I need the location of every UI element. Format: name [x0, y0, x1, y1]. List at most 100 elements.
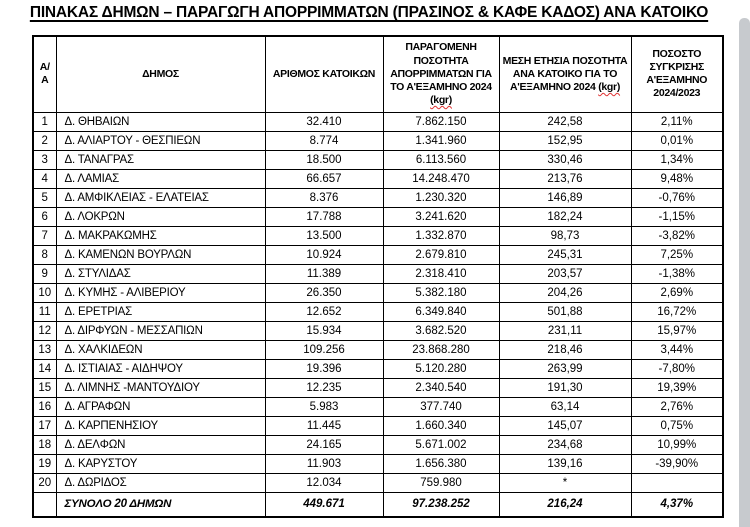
table-row: 17 Δ. ΚΑΡΠΕΝΗΣΙΟΥ 11.445 1.660.340 145,07 0,7…	[32, 415, 724, 436]
cell-comparison: -3,82%	[630, 225, 724, 246]
header-per-capita-unit: (kgr)	[598, 80, 621, 93]
cell-per-capita: 152,95	[498, 130, 632, 151]
cell-municipality: Δ. ΚΥΜΗΣ - ΑΛΙΒΕΡΙΟΥ	[55, 282, 266, 303]
table-row: 8 Δ. ΚΑΜΕΝΩΝ ΒΟΥΡΛΩΝ 10.924 2.679.810 245,31…	[32, 244, 724, 265]
table-row: 18 Δ. ΔΕΛΦΩΝ 24.165 5.671.002 234,68 10,99%	[32, 434, 724, 455]
cell-municipality: Δ. ΛΟΚΡΩΝ	[55, 206, 266, 227]
cell-aa: 9	[32, 263, 57, 284]
cell-quantity: 2.340.540	[382, 377, 500, 398]
cell-comparison: 19,39%	[630, 377, 724, 398]
cell-residents: 15.934	[264, 320, 384, 341]
cell-municipality: Δ. ΤΑΝΑΓΡΑΣ	[55, 149, 266, 170]
cell-municipality: Δ. ΛΙΜΝΗΣ -ΜΑΝΤΟΥΔΙΟΥ	[55, 377, 266, 398]
cell-per-capita: 330,46	[498, 149, 632, 170]
cell-per-capita: 218,46	[498, 339, 632, 360]
cell-aa: 5	[32, 187, 57, 208]
cell-residents: 17.788	[264, 206, 384, 227]
cell-residents: 26.350	[264, 282, 384, 303]
cell-municipality: Δ. ΔΕΛΦΩΝ	[55, 434, 266, 455]
cell-comparison: -1,15%	[630, 206, 724, 227]
cell-residents: 109.256	[264, 339, 384, 360]
cell-per-capita: 501,88	[498, 301, 632, 322]
cell-residents: 13.500	[264, 225, 384, 246]
cell-comparison: 16,72%	[630, 301, 724, 322]
cell-municipality: Δ. ΚΑΜΕΝΩΝ ΒΟΥΡΛΩΝ	[55, 244, 266, 265]
page-title: ΠΙΝΑΚΑΣ ΔΗΜΩΝ – ΠΑΡΑΓΩΓΗ ΑΠΟΡΡΙΜΜΑΤΩΝ (Π…	[29, 4, 709, 21]
cell-comparison: 1,34%	[630, 149, 724, 170]
cell-quantity: 23.868.280	[382, 339, 500, 360]
cell-quantity: 3.682.520	[382, 320, 500, 341]
cell-quantity: 14.248.470	[382, 168, 500, 189]
cell-residents: 8.774	[264, 130, 384, 151]
cell-residents: 18.500	[264, 149, 384, 170]
cell-per-capita: 263,99	[498, 358, 632, 379]
scrollbar[interactable]	[739, 18, 750, 527]
table-row: 7 Δ. ΜΑΚΡΑΚΩΜΗΣ 13.500 1.332.870 98,73 -3,82%	[32, 225, 724, 246]
cell-municipality: Δ. ΛΑΜΙΑΣ	[55, 168, 266, 189]
header-quantity-text: ΠΑΡΑΓΟΜΕΝΗ ΠΟΣΟΤΗΤΑ ΑΠΟΡΡΙΜΜΑΤΩΝ ΓΙΑ ΤΟ …	[390, 41, 492, 93]
cell-per-capita: *	[498, 472, 632, 493]
cell-municipality: Δ. ΧΑΛΚΙΔΕΩΝ	[55, 339, 266, 360]
cell-municipality: Δ. ΔΩΡΙΔΟΣ	[55, 472, 266, 493]
municipalities-table: Α/Α ΔΗΜΟΣ ΑΡΙΘΜΟΣ ΚΑΤΟΙΚΩΝ ΠΑΡΑΓΟΜΕΝΗ ΠΟ…	[32, 35, 724, 518]
cell-residents: 32.410	[264, 111, 384, 132]
table-row: 4 Δ. ΛΑΜΙΑΣ 66.657 14.248.470 213,76 9,48%	[32, 168, 724, 189]
total-comparison: 4,37%	[630, 491, 724, 517]
cell-comparison: -1,38%	[630, 263, 724, 284]
cell-quantity: 1.341.960	[382, 130, 500, 151]
table-row: 19 Δ. ΚΑΡΥΣΤΟΥ 11.903 1.656.380 139,16 -39,90…	[32, 453, 724, 474]
cell-per-capita: 63,14	[498, 396, 632, 417]
table-row: 12 Δ. ΔΙΡΦΥΩΝ - ΜΕΣΣΑΠΙΩΝ 15.934 3.682.520 2…	[32, 320, 724, 341]
cell-aa: 14	[32, 358, 57, 379]
header-aa: Α/Α	[32, 35, 57, 113]
cell-aa: 4	[32, 168, 57, 189]
total-residents: 449.671	[264, 491, 384, 517]
table-row: 2 Δ. ΑΛΙΑΡΤΟΥ - ΘΕΣΠΙΕΩΝ 8.774 1.341.960 152…	[32, 130, 724, 151]
cell-aa: 17	[32, 415, 57, 436]
cell-residents: 12.034	[264, 472, 384, 493]
cell-per-capita: 213,76	[498, 168, 632, 189]
cell-aa: 20	[32, 472, 57, 493]
cell-residents: 24.165	[264, 434, 384, 455]
cell-per-capita: 203,57	[498, 263, 632, 284]
cell-per-capita: 146,89	[498, 187, 632, 208]
cell-comparison: 2,11%	[630, 111, 724, 132]
cell-quantity: 2.679.810	[382, 244, 500, 265]
cell-aa: 19	[32, 453, 57, 474]
table-row: 16 Δ. ΑΓΡΑΦΩΝ 5.983 377.740 63,14 2,76%	[32, 396, 724, 417]
cell-comparison: -0,76%	[630, 187, 724, 208]
cell-aa: 6	[32, 206, 57, 227]
cell-aa: 8	[32, 244, 57, 265]
cell-residents: 11.389	[264, 263, 384, 284]
cell-quantity: 1.656.380	[382, 453, 500, 474]
cell-per-capita: 245,31	[498, 244, 632, 265]
header-per-capita: ΜΕΣΗ ΕΤΗΣΙΑ ΠΟΣΟΤΗΤΑ ΑΝΑ ΚΑΤΟΙΚΟ ΓΙΑ ΤΟ …	[498, 35, 632, 113]
cell-comparison: 10,99%	[630, 434, 724, 455]
header-per-capita-text: ΜΕΣΗ ΕΤΗΣΙΑ ΠΟΣΟΤΗΤΑ ΑΝΑ ΚΑΤΟΙΚΟ ΓΙΑ ΤΟ …	[502, 54, 628, 93]
cell-comparison: 0,75%	[630, 415, 724, 436]
cell-quantity: 6.113.560	[382, 149, 500, 170]
total-row: ΣΥΝΟΛΟ 20 ΔΗΜΩΝ 449.671 97.238.252 216,24 4,…	[32, 491, 724, 517]
table-row: 10 Δ. ΚΥΜΗΣ - ΑΛΙΒΕΡΙΟΥ 26.350 5.382.180 204…	[32, 282, 724, 303]
cell-residents: 11.903	[264, 453, 384, 474]
cell-residents: 19.396	[264, 358, 384, 379]
cell-aa: 10	[32, 282, 57, 303]
cell-comparison: -7,80%	[630, 358, 724, 379]
header-row: Α/Α ΔΗΜΟΣ ΑΡΙΘΜΟΣ ΚΑΤΟΙΚΩΝ ΠΑΡΑΓΟΜΕΝΗ ΠΟ…	[32, 35, 724, 113]
cell-municipality: Δ. ΔΙΡΦΥΩΝ - ΜΕΣΣΑΠΙΩΝ	[55, 320, 266, 341]
cell-comparison: 3,44%	[630, 339, 724, 360]
cell-aa: 12	[32, 320, 57, 341]
cell-municipality: Δ. ΙΣΤΙΑΙΑΣ - ΑΙΔΗΨΟΥ	[55, 358, 266, 379]
cell-residents: 12.652	[264, 301, 384, 322]
cell-comparison: 0,01%	[630, 130, 724, 151]
cell-quantity: 1.660.340	[382, 415, 500, 436]
cell-quantity: 5.382.180	[382, 282, 500, 303]
cell-residents: 11.445	[264, 415, 384, 436]
header-quantity-unit: (kgr)	[430, 93, 452, 106]
cell-quantity: 5.120.280	[382, 358, 500, 379]
table-row: 11 Δ. ΕΡΕΤΡΙΑΣ 12.652 6.349.840 501,88 16,72%	[32, 301, 724, 322]
cell-quantity: 1.332.870	[382, 225, 500, 246]
cell-municipality: Δ. ΚΑΡΠΕΝΗΣΙΟΥ	[55, 415, 266, 436]
cell-residents: 5.983	[264, 396, 384, 417]
cell-aa: 7	[32, 225, 57, 246]
